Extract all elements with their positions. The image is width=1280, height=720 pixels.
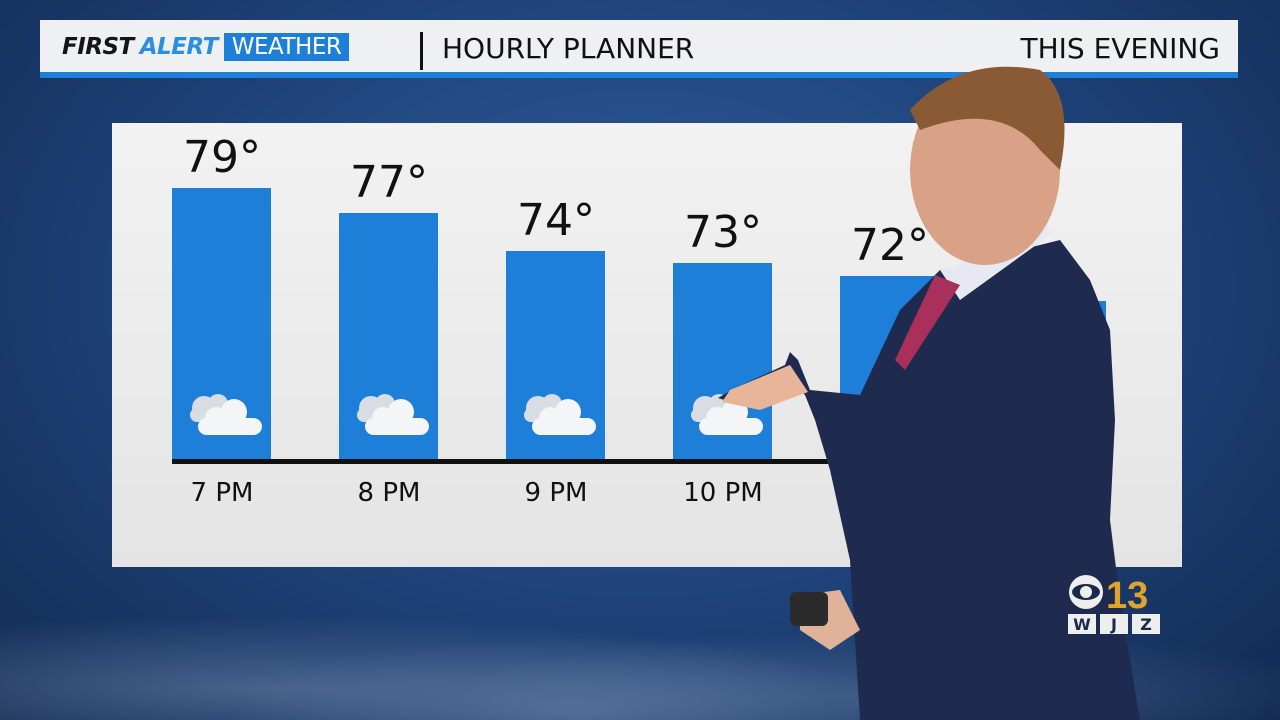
temperature-label: 72° (851, 219, 929, 271)
bar (1007, 300, 1106, 460)
hour-label: 9 PM (524, 478, 588, 508)
brand-logo: FIRST ALERT WEATHER (62, 33, 350, 61)
svg-text:W: W (1073, 615, 1091, 634)
hour-label: 11 PM (850, 478, 930, 508)
svg-text:Z: Z (1140, 615, 1152, 634)
divider (420, 32, 423, 70)
cloud-icon (1025, 394, 1097, 435)
station-logo: 13 W J Z (1066, 570, 1162, 636)
period-label: THIS EVENING (1020, 32, 1220, 65)
hour-label: 10 PM (683, 478, 763, 508)
temperature-label: 77° (350, 157, 428, 209)
cloud-icon (190, 394, 262, 435)
svg-text:J: J (1110, 615, 1117, 634)
cloud-icon (691, 394, 763, 435)
temperature-label: 79° (183, 132, 261, 184)
brand-weather: WEATHER (223, 33, 350, 61)
temperature-label: 73° (684, 207, 762, 259)
hour-label: 7 PM (190, 478, 254, 508)
cloud-icon (357, 394, 429, 435)
cloud-icon (524, 394, 596, 435)
page-title: HOURLY PLANNER (442, 32, 695, 65)
cloud-icon (858, 394, 930, 435)
temperature-label: ° (1046, 244, 1068, 296)
hour-label: 8 PM (357, 478, 421, 508)
x-axis-line (172, 459, 1072, 464)
logo-channel: 13 (1106, 575, 1148, 617)
temperature-label: 74° (517, 194, 595, 246)
brand-alert: ALERT (139, 34, 219, 60)
header-bar: FIRST ALERT WEATHER HOURLY PLANNER THIS EV… (40, 20, 1238, 78)
brand-first: FIRST (62, 34, 134, 60)
